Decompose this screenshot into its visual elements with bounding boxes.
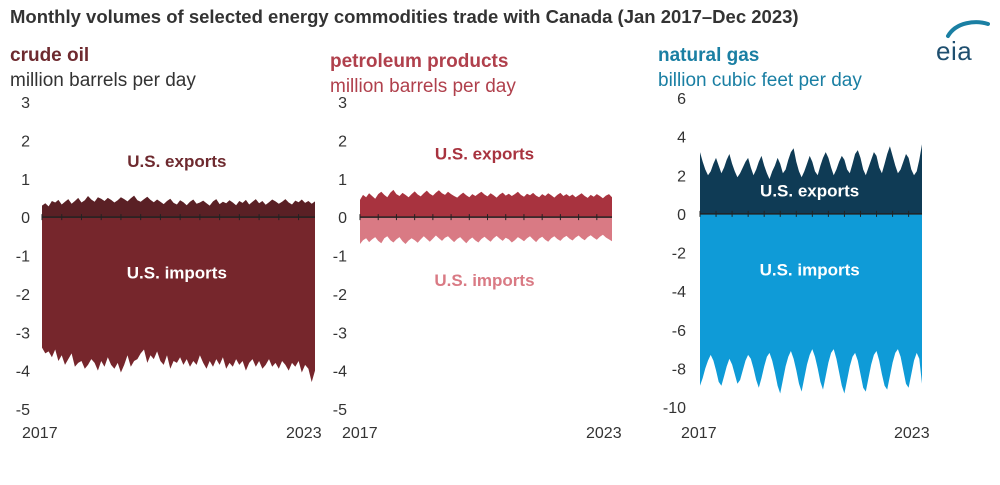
panel-unit: million barrels per day — [10, 70, 196, 91]
y-tick-label: -4 — [16, 364, 30, 381]
y-tick-label: -5 — [16, 402, 30, 419]
panel-title: petroleum products — [330, 51, 508, 72]
y-tick-label: 3 — [21, 95, 30, 112]
y-tick-label: 2 — [677, 168, 686, 185]
panel-unit: million barrels per day — [330, 76, 516, 97]
y-tick-label: 1 — [21, 172, 30, 189]
annotation-exports: U.S. exports — [127, 152, 226, 171]
eia-logo-icon — [946, 20, 990, 38]
y-tick-label: -4 — [333, 364, 347, 381]
y-tick-label: 4 — [677, 130, 686, 147]
x-tick-label: 2023 — [586, 425, 622, 442]
y-tick-label: -6 — [672, 323, 686, 340]
y-tick-label: -1 — [333, 249, 347, 266]
area-exports — [360, 189, 612, 218]
y-tick-label: -2 — [333, 287, 347, 304]
y-tick-label: 1 — [338, 172, 347, 189]
chart-title: Monthly volumes of selected energy commo… — [10, 6, 799, 27]
y-tick-label: -8 — [672, 361, 686, 378]
x-tick-label: 2023 — [894, 425, 930, 442]
area-imports — [700, 213, 922, 394]
y-tick-label: 2 — [21, 133, 30, 150]
area-exports — [42, 195, 315, 218]
y-tick-label: -2 — [16, 287, 30, 304]
annotation-imports: U.S. imports — [760, 261, 860, 280]
y-tick-label: 0 — [338, 210, 347, 227]
eia-logo-text: eia — [936, 36, 973, 66]
y-tick-label: -2 — [672, 246, 686, 263]
y-tick-label: -10 — [663, 400, 686, 417]
annotation-imports: U.S. imports — [127, 264, 227, 283]
panel-title: natural gas — [658, 45, 759, 66]
y-tick-label: -1 — [16, 249, 30, 266]
y-tick-label: -4 — [672, 284, 686, 301]
area-imports — [360, 217, 612, 244]
y-tick-label: 6 — [677, 91, 686, 108]
annotation-exports: U.S. exports — [435, 145, 534, 164]
panel-unit: billion cubic feet per day — [658, 70, 862, 91]
annotation-exports: U.S. exports — [760, 181, 859, 200]
x-tick-label: 2017 — [342, 425, 378, 442]
y-tick-label: -3 — [333, 325, 347, 342]
y-tick-label: 3 — [338, 95, 347, 112]
panel-petroleum-products: petroleum products million barrels per da… — [330, 51, 622, 442]
area-imports — [42, 217, 315, 383]
y-tick-label: 0 — [21, 210, 30, 227]
y-tick-label: 2 — [338, 133, 347, 150]
y-tick-label: -3 — [16, 325, 30, 342]
panel-crude-oil: crude oil million barrels per day 3 2 1 0 -1 -2… — [10, 45, 322, 442]
x-tick-label: 2017 — [22, 425, 58, 442]
area-exports — [700, 144, 922, 214]
y-tick-label: -5 — [333, 402, 347, 419]
annotation-imports: U.S. imports — [434, 271, 534, 290]
x-tick-label: 2017 — [681, 425, 717, 442]
panel-title: crude oil — [10, 45, 89, 66]
y-tick-label: 0 — [677, 207, 686, 224]
x-tick-label: 2023 — [286, 425, 322, 442]
